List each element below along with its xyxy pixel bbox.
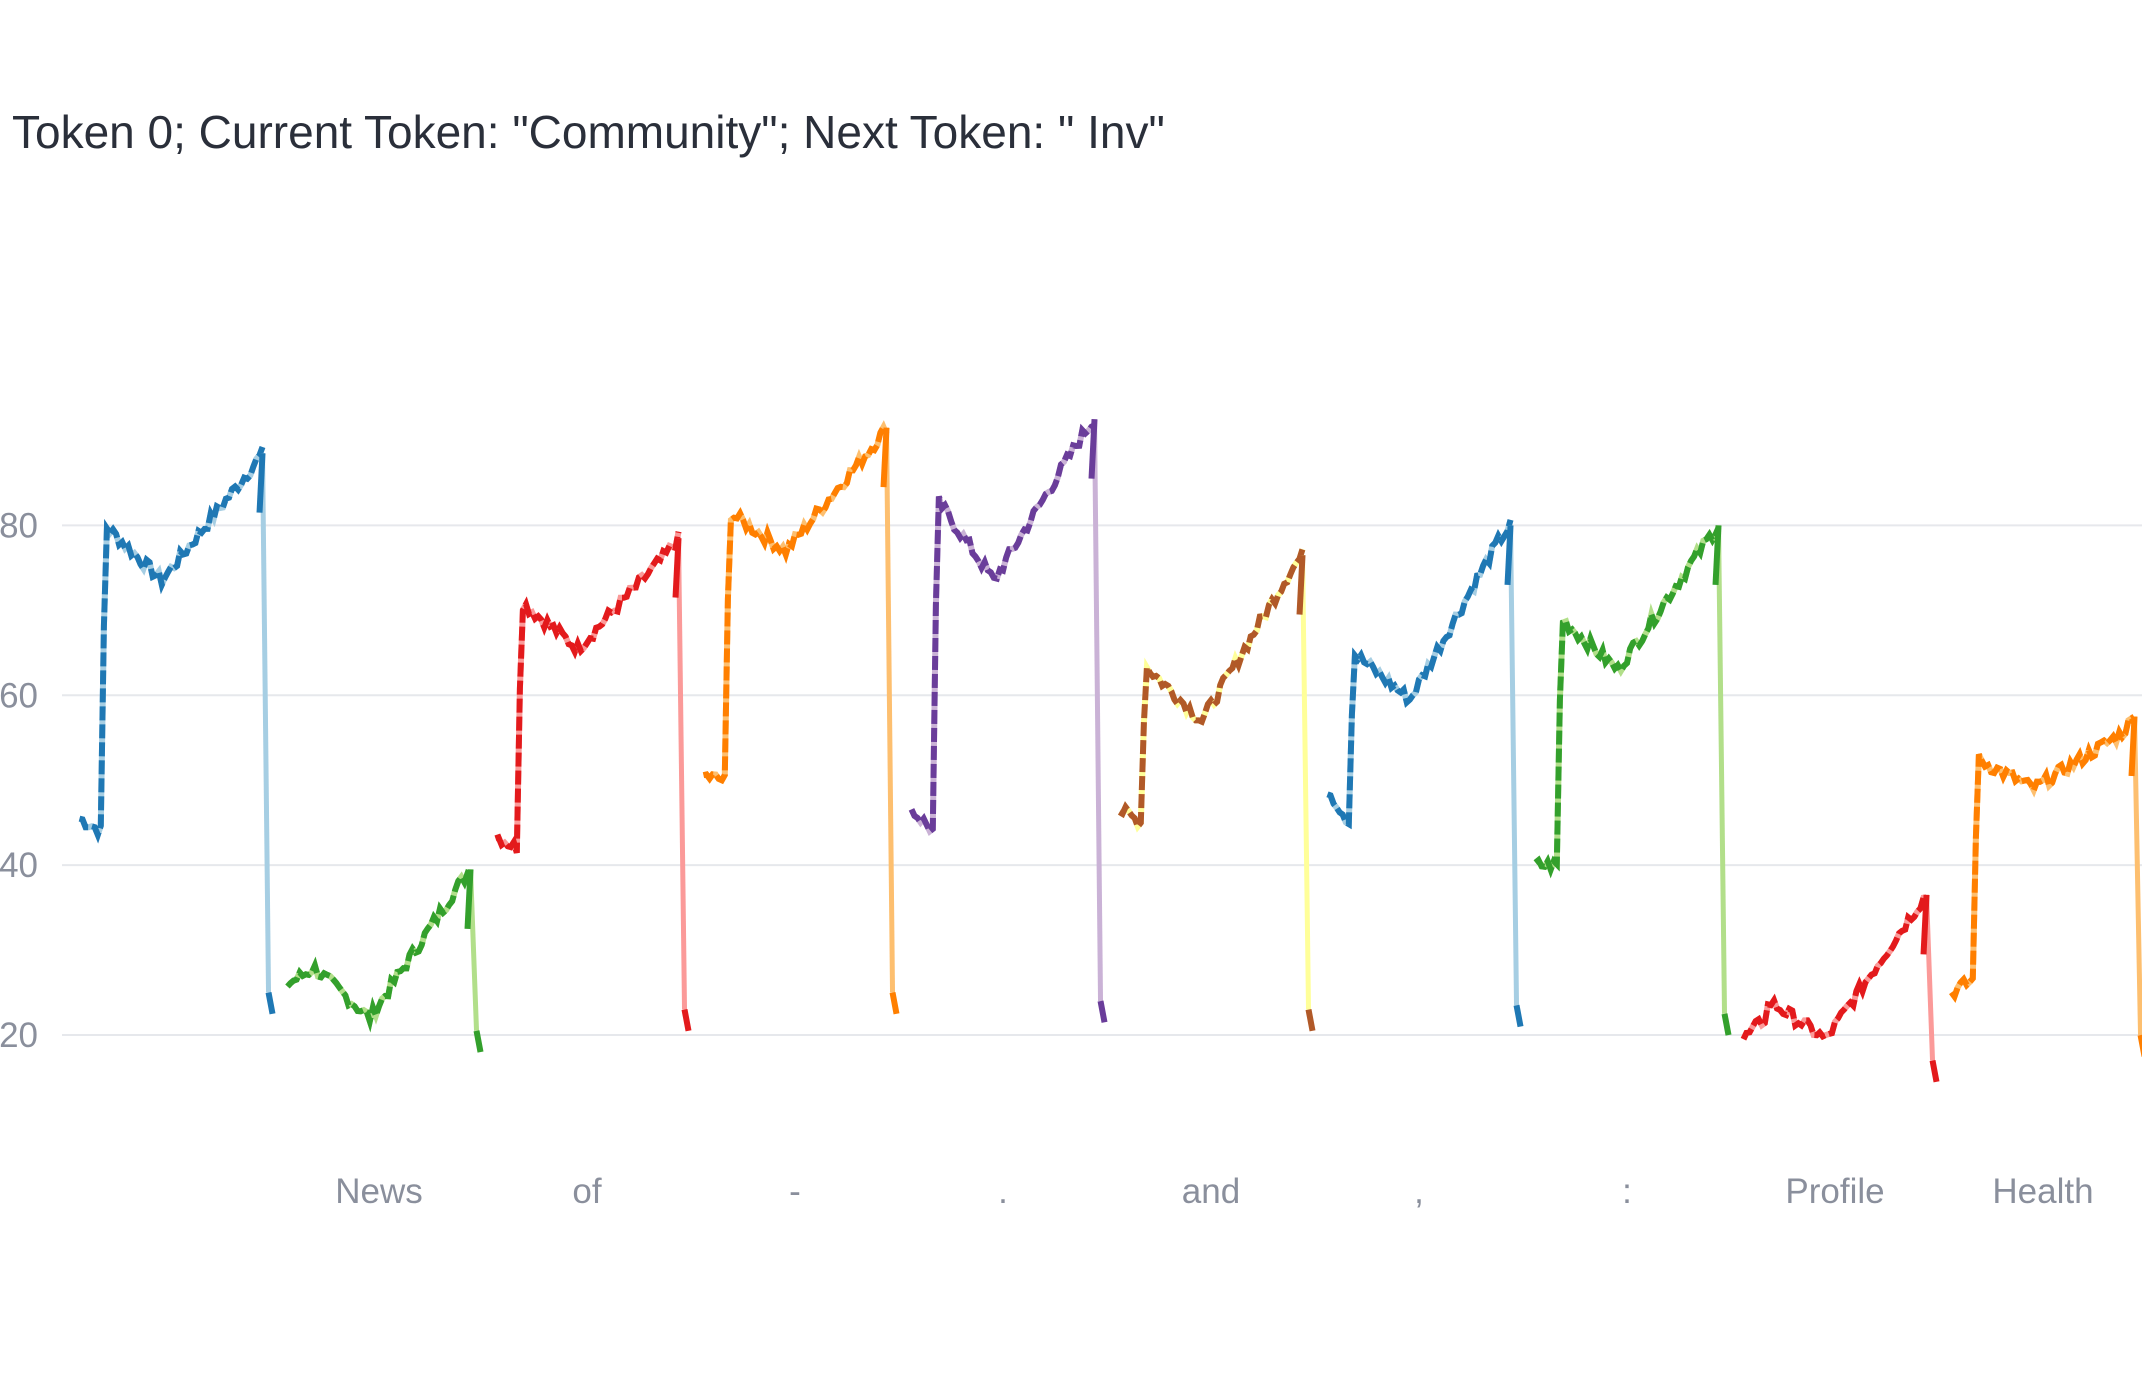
x-tick-label: . [998, 1172, 1008, 1211]
series-line [908, 422, 1096, 837]
series-end-spike [672, 537, 682, 598]
x-tick-label: , [1414, 1172, 1424, 1211]
series-tail [1513, 1004, 1524, 1028]
series-lines [78, 419, 2142, 1083]
series-end-spike [256, 453, 266, 513]
series-drop-line [1508, 525, 1520, 1006]
series-drop-line [2132, 716, 2142, 1036]
series-line [1533, 526, 1722, 879]
series-line [494, 531, 682, 854]
y-axis-ticks: 20 40 60 80 [0, 506, 38, 1055]
series-line [1117, 548, 1306, 833]
series-end-spike [2128, 716, 2138, 777]
series-end-spike [464, 869, 474, 930]
series-drop-line [1716, 525, 1728, 1014]
series-line [285, 868, 473, 1033]
series-drop-line [260, 453, 272, 993]
series-tail [1929, 1059, 1940, 1083]
series-drop-line [676, 538, 688, 1010]
series-drop-line [1092, 419, 1104, 1002]
series-end-spike [1296, 554, 1306, 615]
series-end-spike [1504, 525, 1514, 585]
x-tick-label: News [335, 1172, 423, 1211]
y-tick-label: 60 [0, 676, 38, 715]
series-line [78, 445, 266, 844]
series-end-spike [1712, 525, 1722, 585]
series-tail [1097, 1000, 1108, 1023]
series-tail [2137, 1034, 2142, 1057]
series-tail [473, 1030, 484, 1053]
x-axis-ticks: News of -. and,: Profile Health [335, 1172, 2093, 1211]
series-tail [265, 992, 276, 1015]
series-end-spike [1088, 419, 1098, 479]
y-tick-label: 20 [0, 1016, 38, 1055]
series-tail [889, 992, 900, 1015]
series-tail [681, 1009, 692, 1032]
grid-lines [62, 524, 2142, 1037]
y-tick-label: 80 [0, 506, 38, 545]
series-tail [1305, 1009, 1316, 1032]
series-line-shadow [1533, 526, 1722, 879]
series-tail [1721, 1013, 1732, 1036]
x-tick-label: Profile [1785, 1172, 1884, 1211]
chart-title: Token 0; Current Token: "Community"; Nex… [12, 106, 1165, 158]
series-line [1949, 714, 2138, 1003]
x-tick-label: and [1182, 1172, 1240, 1211]
x-tick-label: Health [1992, 1172, 2093, 1211]
series-end-spike [1920, 894, 1930, 955]
series-line-shadow [78, 445, 266, 844]
x-tick-label: - [789, 1172, 801, 1211]
series-line-shadow [908, 422, 1096, 837]
y-tick-label: 40 [0, 846, 38, 885]
x-tick-label: : [1622, 1172, 1632, 1211]
series-drop-line [884, 427, 896, 993]
series-drop-line [1300, 555, 1312, 1010]
series-line [1326, 519, 1514, 830]
series-line-shadow [1740, 894, 1927, 1041]
x-tick-label: of [572, 1172, 601, 1211]
series-line [702, 420, 890, 785]
series-line [1740, 894, 1927, 1041]
series-line-shadow [702, 420, 890, 785]
series-line-shadow [494, 531, 682, 854]
series-end-spike [880, 427, 890, 488]
